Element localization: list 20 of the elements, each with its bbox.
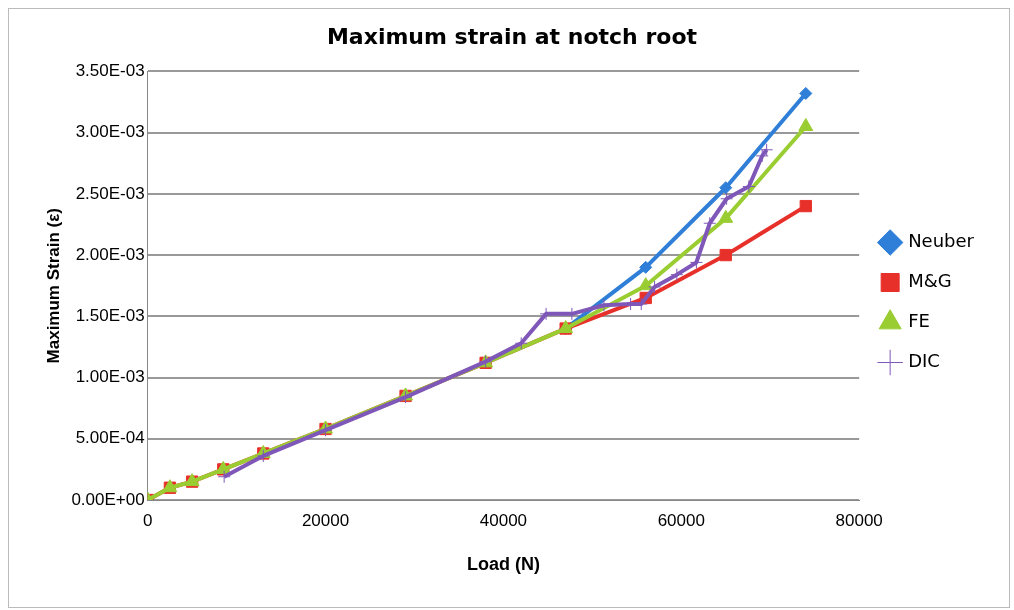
y-tick-label: 2.50E-03 [75, 183, 145, 203]
legend-label: DIC [908, 350, 940, 372]
x-tick-label: 80000 [835, 510, 883, 530]
legend-label: M&G [908, 270, 952, 292]
x-tick-label: 0 [142, 510, 153, 530]
y-tick-label: 1.50E-03 [75, 306, 145, 325]
y-tick-label: 2.00E-03 [75, 244, 145, 264]
y-axis-title: Maximum Strain (ε) [43, 207, 63, 364]
legend-label: FE [908, 310, 930, 332]
x-tick-label: 60000 [657, 510, 705, 530]
y-tick-label: 3.00E-03 [75, 122, 145, 142]
legend-label: Neuber [908, 230, 975, 252]
y-tick-label: 5.00E-04 [75, 428, 145, 448]
y-tick-label: 1.00E-03 [75, 367, 145, 387]
y-tick-label: 3.50E-03 [75, 61, 145, 81]
chart-title: Maximum strain at notch root [326, 23, 698, 49]
x-tick-label: 40000 [479, 510, 528, 530]
x-tick-label: 20000 [301, 510, 350, 530]
x-axis-title: Load (N) [466, 554, 540, 575]
y-tick-label: 0.00E+00 [71, 489, 145, 509]
